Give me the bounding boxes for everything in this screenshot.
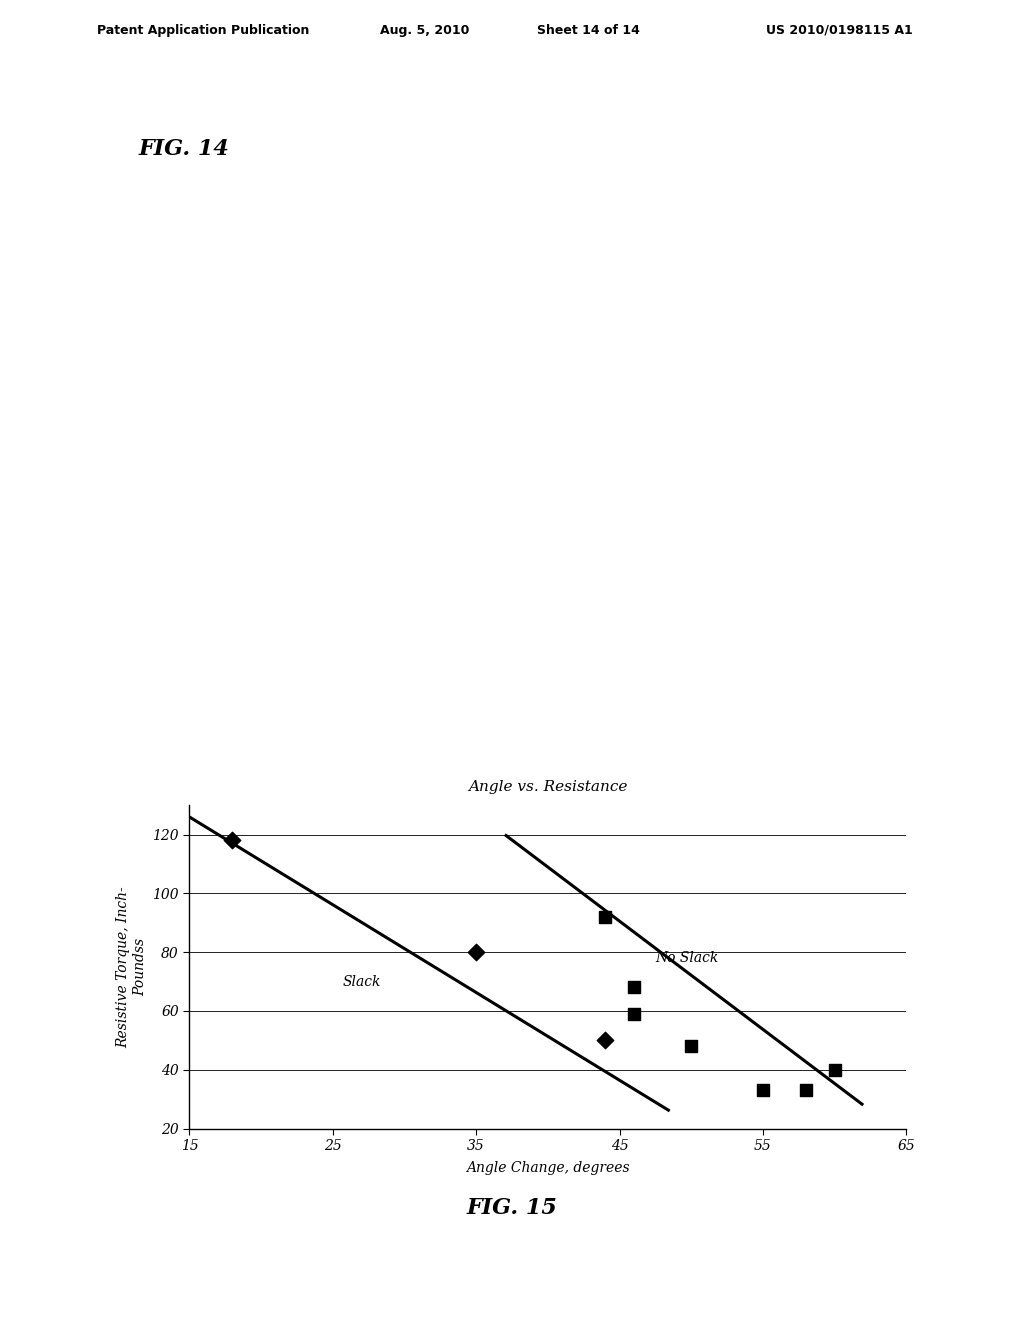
Text: Patent Application Publication: Patent Application Publication bbox=[97, 24, 309, 37]
Text: Sheet 14 of 14: Sheet 14 of 14 bbox=[538, 24, 640, 37]
X-axis label: Angle Change, degrees: Angle Change, degrees bbox=[466, 1162, 630, 1175]
Point bbox=[798, 1080, 814, 1101]
Text: US 2010/0198115 A1: US 2010/0198115 A1 bbox=[766, 24, 913, 37]
Point bbox=[826, 1059, 843, 1080]
Point bbox=[755, 1080, 771, 1101]
Y-axis label: Resistive Torque, Inch-
Poundss: Resistive Torque, Inch- Poundss bbox=[117, 886, 146, 1048]
Point bbox=[597, 1030, 613, 1051]
Text: FIG. 15: FIG. 15 bbox=[467, 1197, 557, 1218]
Point bbox=[597, 907, 613, 928]
Title: Angle vs. Resistance: Angle vs. Resistance bbox=[468, 780, 628, 795]
Text: Aug. 5, 2010: Aug. 5, 2010 bbox=[380, 24, 470, 37]
Text: No Slack: No Slack bbox=[655, 952, 719, 965]
Point bbox=[468, 941, 484, 962]
Point bbox=[224, 830, 241, 851]
Text: FIG. 14: FIG. 14 bbox=[138, 139, 229, 160]
Point bbox=[683, 1036, 699, 1057]
Text: Slack: Slack bbox=[342, 974, 381, 989]
Point bbox=[626, 1003, 642, 1024]
Point bbox=[626, 977, 642, 998]
